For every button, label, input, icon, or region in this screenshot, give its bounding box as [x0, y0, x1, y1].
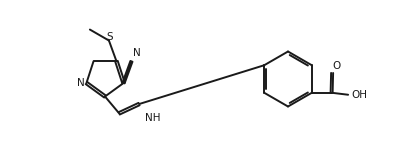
Text: N: N: [133, 48, 141, 58]
Text: N: N: [77, 77, 85, 87]
Text: NH: NH: [145, 113, 160, 123]
Text: S: S: [106, 32, 113, 42]
Text: OH: OH: [351, 90, 367, 100]
Text: O: O: [333, 61, 341, 71]
